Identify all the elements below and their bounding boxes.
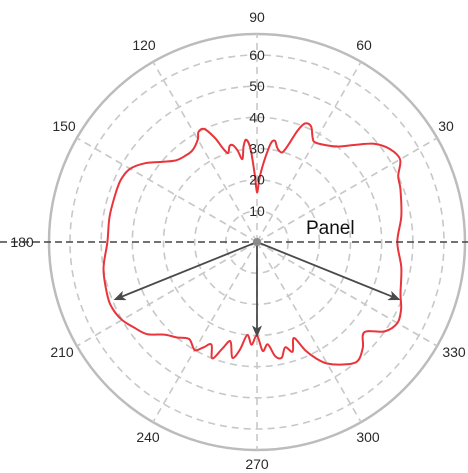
angular-grid-spoke <box>76 241 258 347</box>
angle-tick-label: 90 <box>249 9 265 25</box>
arrow <box>256 241 401 301</box>
radial-tick-label: 40 <box>249 109 265 125</box>
angle-tick-label: 180 <box>10 234 34 250</box>
series-line <box>102 122 403 366</box>
angle-tick-label: 120 <box>132 37 156 53</box>
angular-grid-spoke <box>256 61 362 243</box>
center-dot <box>253 238 261 246</box>
annotation-panel: Panel <box>306 218 355 239</box>
radial-tick-label: 60 <box>249 47 265 63</box>
radial-tick-label: 50 <box>249 78 265 94</box>
angular-grid-spoke <box>152 241 258 423</box>
series-layer <box>102 122 403 366</box>
arrows <box>113 238 401 338</box>
angle-tick-label: 330 <box>442 344 466 360</box>
angular-grid-spoke <box>256 241 438 347</box>
labels: 30 60 90 120 150 180 210 240 270 300 330 10 20 30 40 50… <box>10 9 466 472</box>
angular-grid-spoke <box>256 241 362 423</box>
angle-tick-label: 270 <box>245 456 269 472</box>
angle-tick-label: 60 <box>356 37 372 53</box>
angle-tick-label: 150 <box>52 118 76 134</box>
angular-grid-spoke <box>256 137 438 243</box>
angular-grid-spoke <box>152 61 258 243</box>
angle-tick-label: 240 <box>136 429 160 445</box>
angle-tick-label: 210 <box>50 344 74 360</box>
angle-tick-label: 30 <box>438 118 454 134</box>
polar-grid <box>47 32 467 452</box>
radial-tick-label: 10 <box>249 203 265 219</box>
angle-tick-label: 300 <box>356 429 380 445</box>
radial-tick-label: 30 <box>249 141 265 157</box>
angular-grid-spoke <box>76 137 258 243</box>
arrow <box>113 241 258 301</box>
radial-tick-label: 20 <box>249 172 265 188</box>
